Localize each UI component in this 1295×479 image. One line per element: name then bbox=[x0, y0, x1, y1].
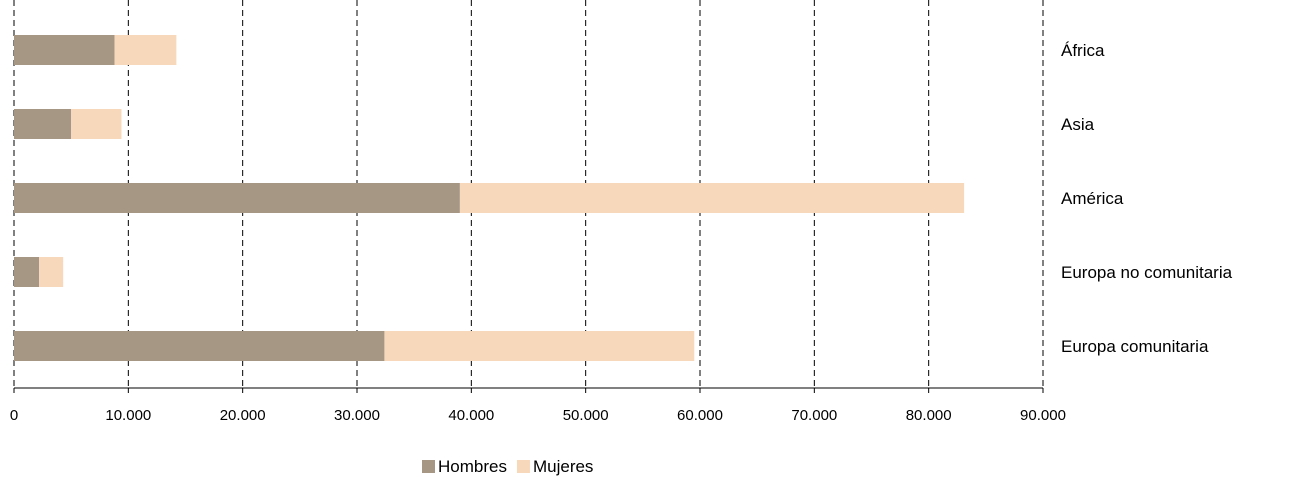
legend-swatch-hombres bbox=[422, 460, 435, 473]
category-label: Europa comunitaria bbox=[1061, 337, 1209, 356]
x-tick-label: 90.000 bbox=[1020, 407, 1066, 424]
category-label: América bbox=[1061, 189, 1124, 208]
bar-hombres bbox=[14, 109, 72, 139]
bar-mujeres bbox=[384, 331, 695, 361]
category-labels: África Asia América Europa no comunitaria Eu… bbox=[1061, 41, 1233, 356]
x-tick-label: 70.000 bbox=[791, 407, 837, 424]
category-label: África bbox=[1061, 41, 1105, 60]
x-tick-label: 40.000 bbox=[448, 407, 494, 424]
x-tick-label: 30.000 bbox=[334, 407, 380, 424]
legend-label-hombres: Hombres bbox=[438, 457, 507, 476]
bar-hombres bbox=[14, 257, 40, 287]
x-tick-label: 0 bbox=[10, 407, 18, 424]
bars bbox=[14, 35, 965, 361]
category-label: Asia bbox=[1061, 115, 1095, 134]
legend-label-mujeres: Mujeres bbox=[533, 457, 593, 476]
bar-mujeres bbox=[114, 35, 177, 65]
bar-hombres bbox=[14, 35, 115, 65]
x-axis: 0 10.000 20.000 30.000 40.000 50.000 60.000 70.… bbox=[10, 387, 1066, 424]
bar-mujeres bbox=[459, 183, 965, 213]
bar-mujeres bbox=[71, 109, 122, 139]
x-tick-label: 10.000 bbox=[105, 407, 151, 424]
bar-mujeres bbox=[39, 257, 64, 287]
bar-hombres bbox=[14, 331, 385, 361]
x-tick-label: 60.000 bbox=[677, 407, 723, 424]
legend: Hombres Mujeres bbox=[422, 457, 593, 476]
x-tick-label: 50.000 bbox=[563, 407, 609, 424]
legend-swatch-mujeres bbox=[516, 460, 530, 473]
category-label: Europa no comunitaria bbox=[1061, 263, 1233, 282]
bar-hombres bbox=[14, 183, 460, 213]
x-tick-label: 20.000 bbox=[220, 407, 266, 424]
x-tick-label: 80.000 bbox=[906, 407, 952, 424]
